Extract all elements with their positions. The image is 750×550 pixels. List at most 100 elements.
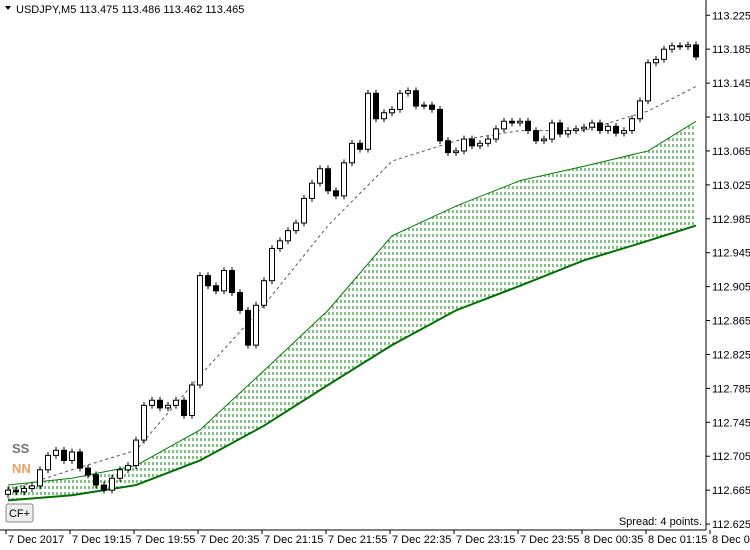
candle-body <box>669 45 675 50</box>
candle-body <box>413 90 419 107</box>
nn-label: NN <box>12 461 31 476</box>
y-tick-label: 113.065 <box>712 146 750 158</box>
candle-body <box>645 62 651 102</box>
candle-body <box>469 138 475 147</box>
candle-body <box>317 168 323 184</box>
cf-button-label[interactable]: CF+ <box>9 508 30 520</box>
candle-body <box>357 142 363 150</box>
candle-body <box>53 449 59 456</box>
y-tick-label: 112.625 <box>712 519 750 531</box>
candle-body <box>173 399 179 406</box>
candle-body <box>293 222 299 232</box>
candle-body <box>237 292 243 311</box>
candle-body <box>661 48 667 60</box>
cf-button[interactable] <box>5 503 34 523</box>
candle-body <box>165 404 171 409</box>
candle-body <box>485 138 491 144</box>
candle-body <box>85 467 91 476</box>
candle-body <box>21 487 27 493</box>
x-tick-label: 7 Dec 19:55 <box>136 534 195 546</box>
candle-body <box>501 120 507 130</box>
y-tick-label: 113.185 <box>712 44 750 56</box>
candle-body <box>125 465 131 471</box>
candle-body <box>557 122 563 135</box>
candle-body <box>309 182 315 199</box>
candle-body <box>397 92 403 110</box>
candle-body <box>29 485 35 489</box>
candle-body <box>541 138 547 142</box>
candle-body <box>333 190 339 197</box>
x-tick-label: 7 Dec 23:55 <box>520 534 579 546</box>
candle-body <box>685 44 691 48</box>
candle-body <box>517 120 523 124</box>
chart-title: USDJPY,M5 113.475 113.486 113.462 113.46… <box>16 4 244 16</box>
x-tick-label: 7 Dec 21:15 <box>264 534 323 546</box>
candle-body <box>445 140 451 154</box>
candle-body <box>69 451 75 461</box>
candle-body <box>245 309 251 346</box>
candle-body <box>189 384 195 417</box>
x-tick-label: 7 Dec 23:15 <box>456 534 515 546</box>
y-tick-label: 113.105 <box>712 112 750 124</box>
candle-body <box>493 128 499 140</box>
candle-body <box>213 285 219 292</box>
candle-body <box>253 304 259 346</box>
y-tick-label: 112.785 <box>712 383 750 395</box>
candle-body <box>621 130 627 134</box>
candle-body <box>77 451 83 469</box>
candle-body <box>605 125 611 132</box>
candle-body <box>269 247 275 282</box>
y-tick-label: 113.225 <box>712 10 750 22</box>
candle-body <box>157 399 163 409</box>
candle-body <box>133 439 139 467</box>
y-tick-label: 112.985 <box>712 214 750 226</box>
plot-area <box>5 41 699 502</box>
ss-label: SS <box>12 441 30 456</box>
candle-body <box>109 477 115 491</box>
candle-body <box>261 280 267 306</box>
x-tick-label: 8 Dec 00:35 <box>584 534 643 546</box>
envelope-fill <box>8 121 696 501</box>
y-tick-label: 112.865 <box>712 316 750 328</box>
x-tick-label: 7 Dec 2017 <box>8 534 64 546</box>
candle-body <box>93 474 99 486</box>
candle-body <box>373 92 379 120</box>
candle-body <box>581 126 587 130</box>
candle-body <box>37 469 43 487</box>
candle-body <box>285 230 291 242</box>
candle-body <box>349 142 355 164</box>
candle-body <box>693 44 699 58</box>
candle-body <box>405 90 411 94</box>
indicator-line <box>7 224 697 502</box>
candle-body <box>525 120 531 132</box>
y-tick-label: 112.905 <box>712 282 750 294</box>
candle-body <box>277 240 283 249</box>
candle-body <box>197 275 203 386</box>
candle-body <box>653 58 659 64</box>
y-tick-label: 112.745 <box>712 417 750 429</box>
candle-body <box>509 120 515 124</box>
candle-body <box>117 469 123 479</box>
x-tick-label: 8 Dec 01:55 <box>712 534 750 546</box>
candle-body <box>549 122 555 140</box>
candle-body <box>429 104 435 110</box>
spread-label: Spread: 4 points. <box>619 516 702 528</box>
candle-body <box>61 449 67 461</box>
candle-body <box>13 489 19 493</box>
candle-body <box>101 484 107 491</box>
x-tick-label: 7 Dec 22:35 <box>392 534 451 546</box>
candle-body <box>613 125 619 134</box>
menu-arrow[interactable] <box>5 6 11 10</box>
candle-body <box>389 108 395 114</box>
candle-body <box>181 399 187 417</box>
candle-body <box>573 128 579 132</box>
candle-body <box>365 92 371 150</box>
candle-body <box>141 404 147 441</box>
candle-body <box>477 142 483 147</box>
candle-body <box>341 162 347 197</box>
candle-body <box>453 150 459 154</box>
y-tick-label: 113.025 <box>712 180 750 192</box>
candle-body <box>149 399 155 406</box>
candle-body <box>437 108 443 142</box>
